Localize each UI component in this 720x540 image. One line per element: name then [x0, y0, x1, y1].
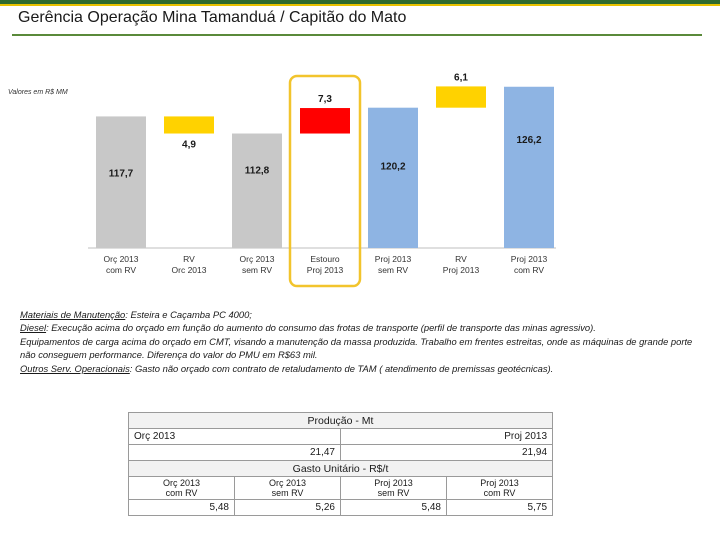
bar-6: [436, 86, 486, 108]
note-3: Equipamentos de carga acima do orçado em…: [20, 335, 710, 362]
unit-cost-col4-value: 5,75: [445, 499, 554, 516]
unit-cost-col1-label-line1: Orç 2013: [162, 478, 201, 488]
unit-cost-col4-label-line2: com RV: [483, 488, 516, 498]
highlight-frame: [288, 74, 362, 288]
category-1-line-1: Orç 2013: [104, 254, 139, 264]
production-col2-value: 21,94: [339, 444, 554, 461]
bar-3-label: 112,8: [245, 166, 270, 177]
unit-cost-col1-value: 5,48: [128, 499, 235, 516]
bar-6-label: 6,1: [454, 72, 468, 83]
bar-1: [96, 116, 146, 248]
category-6-line-2: Proj 2013: [443, 265, 480, 275]
unit-cost-col1-label-line2: com RV: [165, 488, 198, 498]
unit-cost-col4-label-line1: Proj 2013: [480, 478, 519, 488]
bar-2: [164, 116, 214, 134]
category-5-line-2: sem RV: [378, 265, 408, 275]
category-5-line-1: Proj 2013: [375, 254, 412, 264]
note-3-text: Equipamentos de carga acima do orçado em…: [20, 335, 693, 361]
category-7-line-2: com RV: [514, 265, 544, 275]
unit-cost-col1-label: Orç 2013 com RV: [128, 476, 235, 500]
note-4: Outros Serv. Operacionais: Gasto não orç…: [20, 362, 710, 375]
bar-1-label: 117,7: [109, 168, 134, 179]
note-1-label: Materiais de Manutenção: [20, 309, 126, 320]
note-2: Diesel: Execução acima do orçado em funç…: [20, 321, 710, 334]
unit-cost-col3-value: 5,48: [340, 499, 447, 516]
category-3-line-2: sem RV: [242, 265, 272, 275]
category-2-line-1: RV: [183, 254, 195, 264]
category-4-line-1: Estouro: [310, 254, 340, 264]
unit-cost-col2-label: Orç 2013 sem RV: [234, 476, 341, 500]
unit-note: Valores em R$ MM: [8, 89, 68, 96]
title-rule: [12, 34, 702, 36]
category-2-line-2: Orc 2013: [172, 265, 207, 275]
unit-cost-col2-label-line1: Orç 2013: [268, 478, 307, 488]
summary-tables: Produção - Mt Orç 2013 Proj 2013 21,47 2…: [127, 412, 554, 516]
unit-cost-title: Gasto Unitário - R$/t: [127, 460, 554, 477]
production-col1-value: 21,47: [128, 444, 341, 461]
production-col2-label: Proj 2013: [339, 428, 554, 445]
note-4-label: Outros Serv. Operacionais: [20, 362, 130, 374]
note-1-text: : Esteira e Caçamba PC 4000;: [125, 309, 252, 320]
bar-7-label: 126,2: [516, 135, 541, 146]
bar-4: [300, 108, 350, 134]
bar-4-label: 7,3: [318, 94, 332, 105]
unit-cost-col3-label-line2: sem RV: [377, 488, 410, 498]
note-1: Materiais de Manutenção: Esteira e Caçam…: [20, 308, 710, 321]
production-title: Produção - Mt: [127, 412, 554, 429]
production-col1-label: Orç 2013: [128, 428, 341, 445]
bar-5: [368, 107, 418, 248]
note-4-text: : Gasto não orçado com contrato de retal…: [129, 362, 554, 374]
top-band: [0, 0, 720, 4]
category-3-line-1: Orç 2013: [240, 254, 275, 264]
bar-2-label: 4,9: [182, 140, 196, 151]
top-gold-rule: [0, 4, 720, 6]
category-6-line-1: RV: [455, 254, 467, 264]
note-2-text: : Execução acima do orçado em função do …: [46, 322, 596, 334]
page-title: Gerência Operação Mina Tamanduá / Capitã…: [18, 9, 407, 26]
bar-7: [504, 86, 554, 248]
category-1-line-2: com RV: [106, 265, 136, 275]
unit-cost-col3-label: Proj 2013 sem RV: [340, 476, 447, 500]
category-4-line-2: Proj 2013: [307, 265, 344, 275]
unit-cost-col4-label: Proj 2013 com RV: [445, 476, 554, 500]
notes: Materiais de Manutenção: Esteira e Caçam…: [20, 308, 710, 375]
unit-cost-col2-label-line2: sem RV: [271, 488, 304, 498]
note-2-label: Diesel: [20, 322, 47, 334]
unit-cost-col2-value: 5,26: [234, 499, 341, 516]
unit-cost-col3-label-line1: Proj 2013: [374, 478, 413, 488]
category-7-line-1: Proj 2013: [511, 254, 548, 264]
production-table: Produção - Mt Orç 2013 Proj 2013 21,47 2…: [127, 412, 554, 516]
bar-3: [232, 133, 282, 248]
bar-5-label: 120,2: [380, 162, 405, 173]
